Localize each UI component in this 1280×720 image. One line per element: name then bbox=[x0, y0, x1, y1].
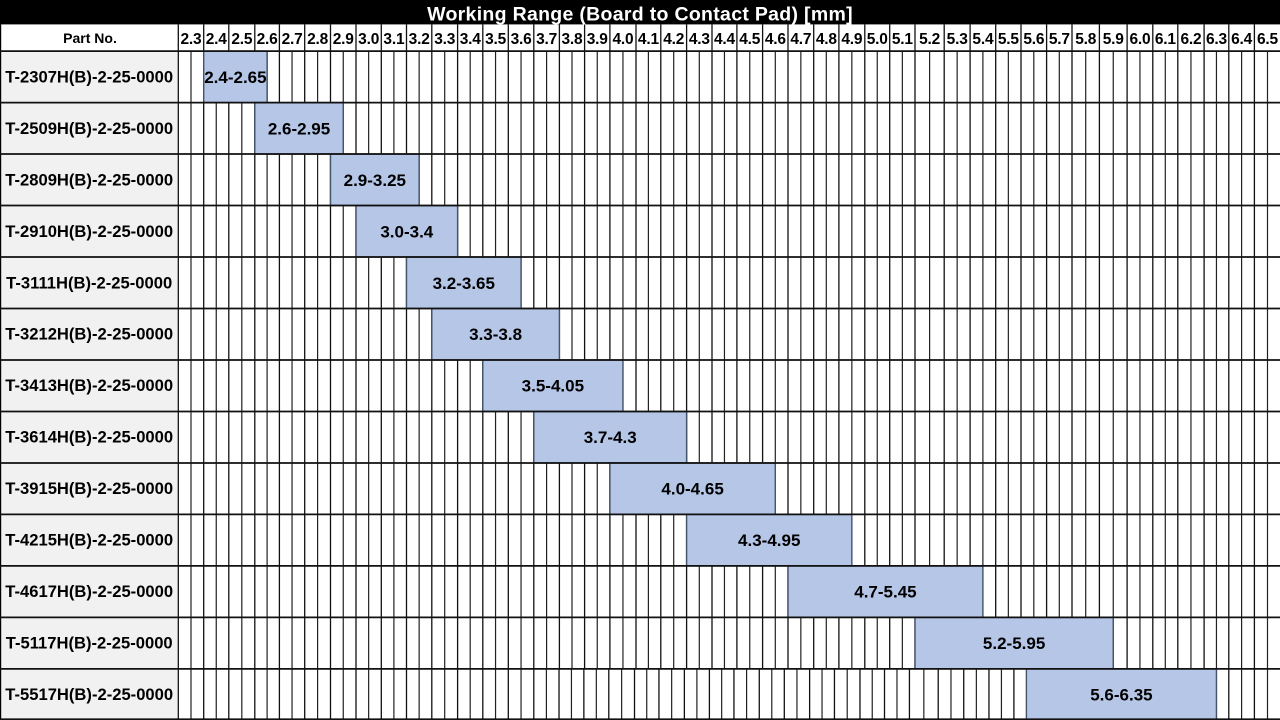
svg-text:6.1: 6.1 bbox=[1155, 31, 1177, 48]
svg-text:5.1: 5.1 bbox=[892, 31, 914, 48]
svg-text:T-2509H(B)-2-25-0000: T-2509H(B)-2-25-0000 bbox=[5, 119, 173, 138]
svg-text:5.2-5.95: 5.2-5.95 bbox=[983, 634, 1045, 653]
svg-text:3.8: 3.8 bbox=[562, 31, 584, 48]
svg-text:3.2-3.65: 3.2-3.65 bbox=[433, 274, 495, 293]
svg-text:5.4: 5.4 bbox=[972, 31, 994, 48]
svg-text:4.0: 4.0 bbox=[612, 31, 633, 48]
svg-text:T-2910H(B)-2-25-0000: T-2910H(B)-2-25-0000 bbox=[5, 222, 173, 241]
svg-text:T-4215H(B)-2-25-0000: T-4215H(B)-2-25-0000 bbox=[5, 531, 173, 550]
svg-text:Working Range (Board to Contac: Working Range (Board to Contact Pad) [mm… bbox=[427, 3, 853, 25]
svg-text:6.4: 6.4 bbox=[1231, 31, 1253, 48]
svg-text:2.6: 2.6 bbox=[257, 31, 279, 48]
svg-text:5.5: 5.5 bbox=[998, 31, 1020, 48]
svg-text:T-3614H(B)-2-25-0000: T-3614H(B)-2-25-0000 bbox=[5, 428, 173, 447]
svg-text:4.3-4.95: 4.3-4.95 bbox=[738, 531, 800, 550]
svg-text:5.3: 5.3 bbox=[947, 31, 969, 48]
svg-text:4.5: 4.5 bbox=[739, 31, 761, 48]
svg-text:T-5117H(B)-2-25-0000: T-5117H(B)-2-25-0000 bbox=[6, 634, 173, 653]
svg-text:T-3915H(B)-2-25-0000: T-3915H(B)-2-25-0000 bbox=[5, 479, 173, 498]
svg-text:3.1: 3.1 bbox=[383, 31, 405, 48]
svg-text:6.3: 6.3 bbox=[1206, 31, 1228, 48]
svg-text:5.2: 5.2 bbox=[919, 31, 940, 48]
svg-text:3.6: 3.6 bbox=[511, 31, 533, 48]
svg-text:3.7: 3.7 bbox=[536, 31, 557, 48]
svg-text:4.8: 4.8 bbox=[816, 31, 838, 48]
svg-text:2.7: 2.7 bbox=[282, 31, 303, 48]
svg-text:T-2809H(B)-2-25-0000: T-2809H(B)-2-25-0000 bbox=[5, 170, 173, 189]
svg-text:5.7: 5.7 bbox=[1049, 31, 1070, 48]
svg-text:4.6: 4.6 bbox=[765, 31, 787, 48]
svg-text:4.7-5.45: 4.7-5.45 bbox=[854, 583, 916, 602]
svg-text:4.9: 4.9 bbox=[841, 31, 863, 48]
svg-text:3.5-4.05: 3.5-4.05 bbox=[522, 377, 584, 396]
svg-text:3.7-4.3: 3.7-4.3 bbox=[584, 428, 637, 447]
svg-text:4.3: 4.3 bbox=[689, 31, 711, 48]
svg-text:6.0: 6.0 bbox=[1129, 31, 1150, 48]
svg-text:3.9: 3.9 bbox=[587, 31, 609, 48]
svg-text:3.2: 3.2 bbox=[409, 31, 430, 48]
svg-text:6.2: 6.2 bbox=[1180, 31, 1201, 48]
svg-text:5.9: 5.9 bbox=[1103, 31, 1125, 48]
svg-text:3.5: 3.5 bbox=[485, 31, 507, 48]
svg-text:4.2: 4.2 bbox=[663, 31, 684, 48]
svg-text:5.0: 5.0 bbox=[867, 31, 888, 48]
svg-text:2.8: 2.8 bbox=[307, 31, 329, 48]
svg-text:2.9: 2.9 bbox=[333, 31, 355, 48]
svg-text:3.3-3.8: 3.3-3.8 bbox=[469, 325, 522, 344]
svg-text:5.6: 5.6 bbox=[1023, 31, 1045, 48]
svg-text:Part No.: Part No. bbox=[63, 30, 117, 46]
svg-text:3.3: 3.3 bbox=[434, 31, 456, 48]
svg-text:2.5: 2.5 bbox=[231, 31, 253, 48]
svg-text:4.7: 4.7 bbox=[790, 31, 811, 48]
svg-text:T-5517H(B)-2-25-0000: T-5517H(B)-2-25-0000 bbox=[5, 685, 173, 704]
svg-text:T-3413H(B)-2-25-0000: T-3413H(B)-2-25-0000 bbox=[5, 376, 173, 395]
svg-text:2.4: 2.4 bbox=[206, 31, 228, 48]
svg-text:T-4617H(B)-2-25-0000: T-4617H(B)-2-25-0000 bbox=[5, 582, 173, 601]
svg-text:2.9-3.25: 2.9-3.25 bbox=[344, 171, 406, 190]
svg-text:T-3212H(B)-2-25-0000: T-3212H(B)-2-25-0000 bbox=[5, 325, 173, 344]
svg-text:T-3111H(B)-2-25-0000: T-3111H(B)-2-25-0000 bbox=[6, 273, 172, 292]
svg-text:3.0-3.4: 3.0-3.4 bbox=[380, 222, 433, 241]
svg-text:T-2307H(B)-2-25-0000: T-2307H(B)-2-25-0000 bbox=[5, 67, 173, 86]
svg-text:5.6-6.35: 5.6-6.35 bbox=[1090, 686, 1152, 705]
svg-text:6.5: 6.5 bbox=[1257, 31, 1279, 48]
svg-text:2.4-2.65: 2.4-2.65 bbox=[204, 68, 266, 87]
svg-text:3.4: 3.4 bbox=[460, 31, 482, 48]
svg-text:2.6-2.95: 2.6-2.95 bbox=[268, 119, 330, 138]
svg-text:4.4: 4.4 bbox=[714, 31, 736, 48]
svg-text:4.1: 4.1 bbox=[638, 31, 660, 48]
svg-text:5.8: 5.8 bbox=[1075, 31, 1097, 48]
svg-text:4.0-4.65: 4.0-4.65 bbox=[661, 480, 723, 499]
svg-text:3.0: 3.0 bbox=[358, 31, 379, 48]
svg-text:2.3: 2.3 bbox=[181, 31, 203, 48]
